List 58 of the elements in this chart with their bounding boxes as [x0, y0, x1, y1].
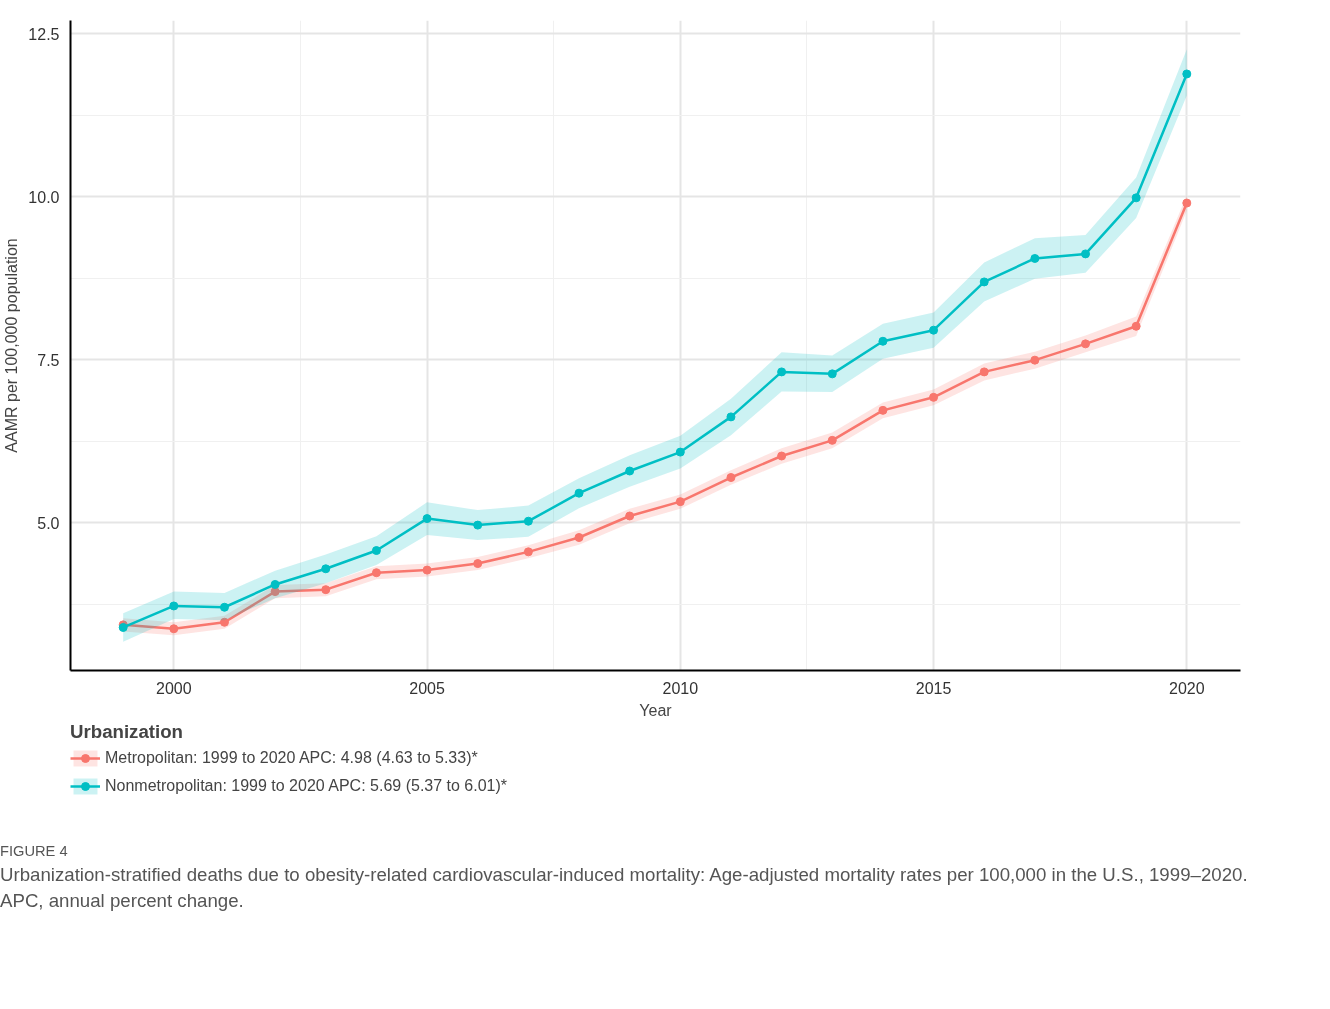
point [422, 565, 432, 575]
x-tick-label: 2005 [409, 679, 445, 697]
point [625, 466, 635, 476]
point [1182, 69, 1192, 79]
point [1030, 355, 1040, 365]
point [321, 585, 331, 595]
point [675, 447, 685, 457]
point [270, 587, 280, 597]
point [169, 624, 179, 634]
point [473, 559, 483, 569]
point [574, 488, 584, 498]
point [929, 325, 939, 335]
point [929, 392, 939, 402]
point [1030, 253, 1040, 263]
point [219, 617, 229, 627]
point [422, 514, 432, 524]
y-tick-label: 5.0 [37, 514, 60, 532]
legend-label: Nonmetropolitan: 1999 to 2020 APC: 5.69 (5.37 to 6.01)* [105, 777, 508, 795]
point [1131, 193, 1141, 203]
x-axis-title: Year [639, 701, 673, 719]
point [827, 369, 837, 379]
point [1081, 249, 1091, 259]
point [371, 546, 381, 556]
point [270, 579, 280, 589]
y-tick-label: 12.5 [28, 25, 60, 43]
point [371, 568, 381, 578]
point [1131, 321, 1141, 331]
point [726, 412, 736, 422]
y-tick-label: 7.5 [37, 351, 60, 369]
point [169, 601, 179, 611]
legend-label: Metropolitan: 1999 to 2020 APC: 4.98 (4.63 to 5.33)* [105, 749, 478, 767]
point [827, 435, 837, 445]
point [1081, 339, 1091, 349]
point [726, 473, 736, 483]
x-tick-label: 2010 [662, 679, 699, 697]
point [1182, 198, 1192, 208]
point [675, 497, 685, 507]
legend-title: Urbanization [70, 721, 184, 743]
point [979, 277, 989, 287]
text: Urbanization-stratified deaths due to obesity-related cardiovascular-induced mortality: Age-adjusted mortality rates per 100,000 in the U.S., 1999–2020. APC, annual percent change. [0, 862, 1249, 913]
point [878, 336, 888, 346]
point [574, 533, 584, 542]
x-tick-label: 2015 [915, 679, 952, 697]
point [321, 564, 331, 574]
y-tick-label: 10.0 [28, 188, 60, 206]
point [625, 511, 635, 521]
point [777, 451, 787, 461]
y-axis-title: AAMR per 100,000 population [3, 238, 21, 453]
point [219, 602, 229, 612]
x-tick-label: 2020 [1169, 679, 1205, 697]
point [473, 520, 483, 530]
point [878, 405, 888, 415]
point [777, 367, 787, 377]
caption: FIGURE 4 [0, 842, 68, 861]
point [523, 547, 533, 557]
point [523, 516, 533, 526]
x-tick-label: 2000 [156, 679, 192, 697]
point [979, 367, 989, 377]
